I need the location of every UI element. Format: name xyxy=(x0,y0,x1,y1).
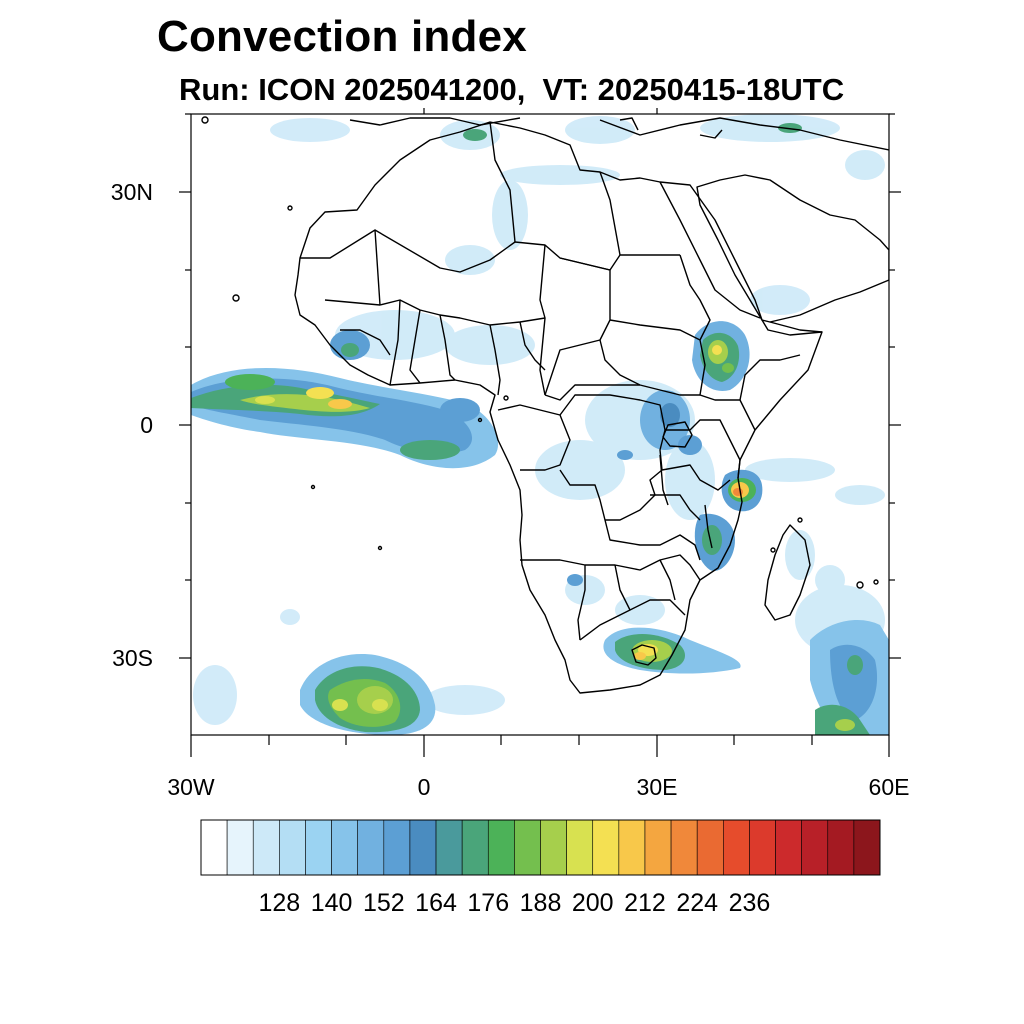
colorbar-swatch xyxy=(409,819,437,876)
colorbar-swatch xyxy=(853,819,881,876)
colorbar-swatch xyxy=(226,819,254,876)
colorbar-swatch xyxy=(331,819,358,876)
colorbar-label: 128 xyxy=(258,889,301,917)
country-borders xyxy=(201,116,889,694)
lon-label-30e: 30E xyxy=(636,774,678,800)
colorbar-swatch xyxy=(644,819,672,876)
colorbar-swatch xyxy=(305,819,332,876)
colorbar-swatch xyxy=(252,819,280,876)
colorbar-swatch xyxy=(383,819,411,876)
colorbar-label: 236 xyxy=(728,889,771,917)
colorbar-swatch xyxy=(461,819,489,876)
colorbar-label: 200 xyxy=(571,889,614,917)
colorbar-swatch xyxy=(279,819,306,876)
colorbar-swatch xyxy=(200,819,228,876)
colorbar-swatch xyxy=(514,819,541,876)
chart-subtitle: Run: ICON 2025041200, VT: 20250415-18UTC xyxy=(179,72,845,107)
colorbar-swatch xyxy=(749,819,776,876)
colorbar-label: 152 xyxy=(362,889,405,917)
colorbar-label: 176 xyxy=(467,889,510,917)
colorbar-swatch xyxy=(670,819,698,876)
convection-field xyxy=(191,114,889,735)
colorbar-label: 140 xyxy=(310,889,353,917)
colorbar-swatch xyxy=(723,819,750,876)
colorbar-swatch xyxy=(357,819,385,876)
lon-label-60e: 60E xyxy=(868,774,910,800)
colorbar-label: 212 xyxy=(624,889,666,917)
lon-label-0: 0 xyxy=(417,774,431,800)
colorbar-swatch xyxy=(618,819,646,876)
colorbar-swatch xyxy=(801,819,829,876)
lat-label-30s: 30S xyxy=(112,645,153,671)
colorbar-swatch xyxy=(487,819,515,876)
colorbar-swatch xyxy=(827,819,855,876)
lon-label-30w: 30W xyxy=(167,774,215,800)
colorbar-swatch xyxy=(540,819,567,876)
colorbar-frame xyxy=(200,819,881,876)
lat-label-30n: 30N xyxy=(110,179,153,205)
lat-label-0: 0 xyxy=(140,412,153,438)
colorbar-swatch xyxy=(775,819,802,876)
colorbar-swatch xyxy=(435,819,463,876)
colorbar-label: 224 xyxy=(676,889,719,917)
colorbar-label: 188 xyxy=(519,889,562,917)
colorbar xyxy=(200,819,881,876)
chart-title: Convection index xyxy=(157,12,527,61)
colorbar-swatch xyxy=(566,819,594,876)
colorbar-label: 164 xyxy=(415,889,457,917)
axis-ticks xyxy=(179,108,901,757)
colorbar-swatch xyxy=(696,819,724,876)
colorbar-swatch xyxy=(592,819,620,876)
